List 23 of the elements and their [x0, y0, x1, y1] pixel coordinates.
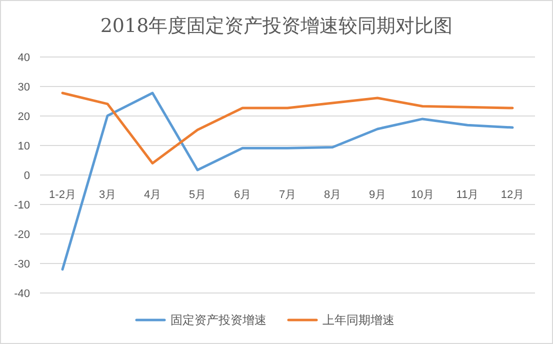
y-tick-label: -40: [14, 288, 30, 300]
x-tick-label: 5月: [188, 189, 206, 201]
y-tick-label: 20: [18, 111, 30, 123]
y-tick-label: -20: [14, 229, 30, 241]
legend-label: 上年同期增速: [322, 313, 394, 327]
x-tick-label: 8月: [324, 189, 342, 201]
x-tick-label: 3月: [98, 189, 116, 201]
y-tick-label: 40: [18, 52, 30, 64]
x-tick-label: 1-2月: [49, 189, 76, 201]
x-tick-label: 9月: [368, 189, 386, 201]
x-tick-label: 7月: [278, 189, 296, 201]
x-tick-label: 11月: [456, 189, 479, 201]
y-tick-label: -30: [14, 258, 30, 270]
y-tick-label: -10: [14, 200, 30, 212]
x-tick-label: 6月: [234, 189, 252, 201]
y-tick-label: 0: [24, 170, 30, 182]
x-tick-label: 4月: [144, 189, 162, 201]
y-tick-label: 10: [18, 140, 30, 152]
y-tick-label: 30: [18, 82, 30, 94]
legend-label: 固定资产投资增速: [170, 313, 266, 327]
x-tick-label: 10月: [410, 189, 434, 201]
x-tick-label: 12月: [500, 189, 524, 201]
chart-title: 2018年度固定资产投资增速较同期对比图: [100, 15, 453, 37]
